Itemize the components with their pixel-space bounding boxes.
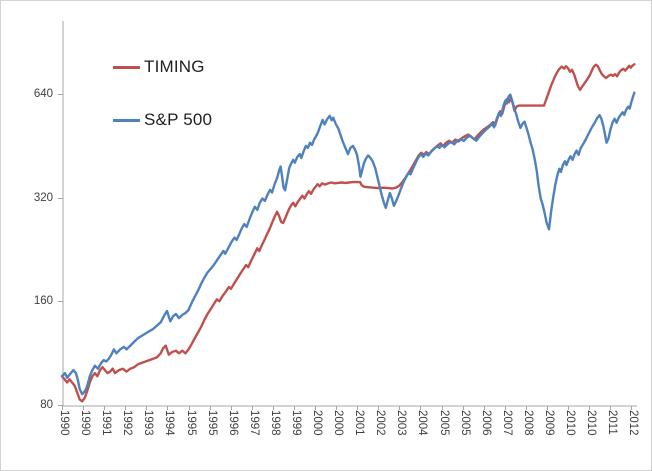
sp500-series-line xyxy=(60,91,636,396)
x-tick-label: 2004 xyxy=(415,410,428,436)
x-tick-label: 2005 xyxy=(437,410,450,436)
legend: TIMING S&P 500 xyxy=(113,51,212,157)
y-tick-label: 80 xyxy=(40,398,53,411)
x-tick-label: 2002 xyxy=(373,410,386,436)
legend-entry-timing: TIMING xyxy=(113,51,212,83)
x-tick-label: 2009 xyxy=(542,410,555,436)
x-tick-label: 2012 xyxy=(626,410,639,436)
x-tick-label: 1996 xyxy=(226,410,239,436)
legend-label-timing: TIMING xyxy=(144,57,205,76)
x-tick-label: 2000 xyxy=(310,410,323,436)
x-tick-label: 2010 xyxy=(563,410,576,436)
x-tick-label: 1993 xyxy=(141,410,154,436)
y-tick-label: 160 xyxy=(33,294,53,307)
x-tick-label: 2011 xyxy=(605,410,618,435)
timing-line-swatch xyxy=(113,65,140,69)
y-tick-label: 320 xyxy=(33,191,53,204)
legend-label-sp500: S&P 500 xyxy=(144,110,213,129)
x-tick-label: 1995 xyxy=(184,410,197,436)
x-tick-label: 1990 xyxy=(78,410,91,436)
y-tick-label: 640 xyxy=(33,87,53,100)
x-tick-label: 1992 xyxy=(120,410,133,436)
x-tick-label: 1995 xyxy=(205,410,218,436)
legend-entry-sp500: S&P 500 xyxy=(113,104,212,136)
x-tick-label: 2010 xyxy=(584,410,597,436)
x-tick-label: 1997 xyxy=(247,410,260,436)
x-tick-label: 1994 xyxy=(162,410,175,436)
timing-series-line xyxy=(60,63,636,403)
x-tick-label: 1999 xyxy=(289,410,302,436)
x-tick-label: 2001 xyxy=(352,410,365,436)
x-tick-label: 2000 xyxy=(331,410,344,436)
sp500-line-swatch xyxy=(113,118,140,122)
x-tick-label: 2007 xyxy=(500,410,513,436)
x-tick-label: 1991 xyxy=(99,410,112,436)
x-tick-label: 2003 xyxy=(394,410,407,436)
x-tick-label: 1998 xyxy=(268,410,281,436)
x-tick-label: 1990 xyxy=(57,410,70,436)
x-tick-label: 2006 xyxy=(479,410,492,436)
x-tick-label: 2005 xyxy=(458,410,471,436)
x-tick-label: 2008 xyxy=(521,410,534,436)
